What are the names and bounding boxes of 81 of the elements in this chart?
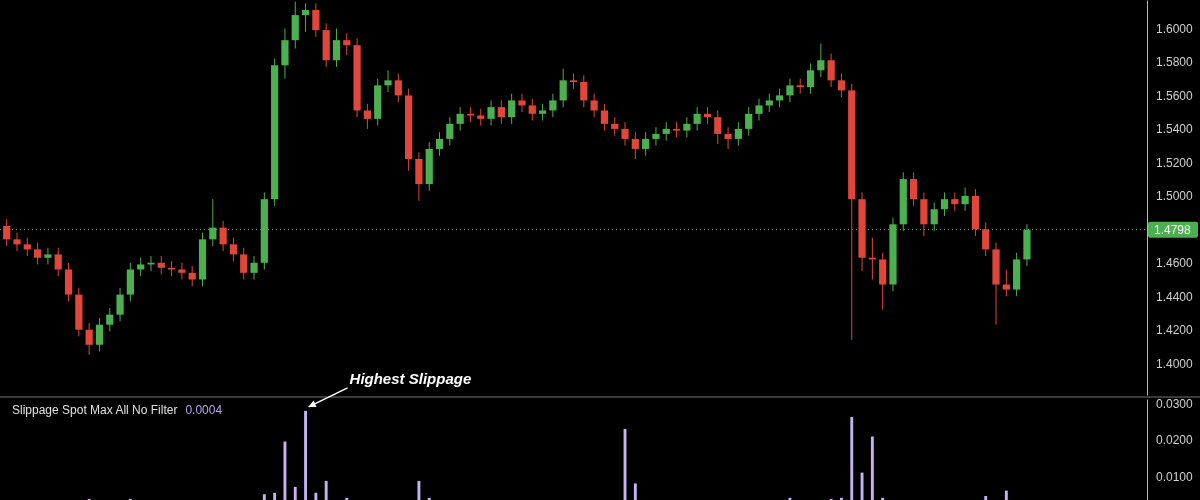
candlestick — [745, 106, 753, 137]
candlestick — [54, 247, 62, 277]
candlestick — [714, 109, 722, 145]
candlestick — [600, 103, 609, 132]
candlestick — [693, 106, 701, 132]
y-tick-label: 1.4600 — [1156, 256, 1194, 271]
candlestick — [508, 93, 516, 125]
candlestick — [724, 126, 732, 150]
candlestick — [734, 121, 742, 147]
candlestick — [528, 98, 536, 122]
y-tick-label: 1.5200 — [1156, 155, 1194, 170]
candlestick — [188, 265, 196, 287]
candlestick — [95, 317, 104, 352]
candlestick — [837, 73, 846, 98]
candlestick — [497, 99, 505, 125]
candlestick — [827, 53, 835, 88]
y-tick-label: 0.0300 — [1156, 397, 1194, 412]
y-tick-label: 1.5800 — [1156, 55, 1194, 70]
candlestick — [363, 103, 371, 130]
candlestick — [961, 186, 969, 212]
candlestick — [776, 88, 784, 108]
y-tick-label: 1.4000 — [1156, 356, 1194, 371]
candlestick — [909, 171, 918, 207]
candlestick — [301, 2, 310, 33]
candlestick — [85, 322, 93, 356]
candlestick — [662, 121, 670, 142]
candlestick — [580, 74, 588, 108]
candlestick — [683, 116, 691, 138]
annotation: Highest Slippage — [349, 369, 472, 387]
ref-line-label: 1.4798 — [1154, 223, 1192, 238]
candlestick — [652, 126, 660, 147]
candlestick — [44, 247, 52, 265]
y-tick-label: 1.5000 — [1156, 189, 1194, 204]
candlestick — [229, 237, 238, 262]
candlestick — [487, 99, 495, 127]
candlestick — [786, 78, 794, 103]
candlestick — [106, 307, 114, 332]
candlestick — [219, 220, 227, 252]
candlestick — [817, 43, 825, 78]
candlestick — [23, 237, 31, 257]
chart-subtitle: 0.0004 — [185, 403, 223, 417]
y-tick-label: 1.4200 — [1156, 323, 1194, 338]
candlestick — [518, 93, 526, 113]
candlestick — [559, 68, 567, 108]
candlestick — [116, 287, 124, 322]
candlestick — [435, 131, 444, 157]
y-tick-label: 0.0100 — [1156, 469, 1194, 484]
candlestick — [312, 2, 320, 38]
candlestick — [250, 255, 258, 281]
y-tick-label: 1.5600 — [1156, 88, 1194, 103]
chart-title: Slippage Spot Max All No Filter — [12, 403, 178, 417]
candlestick — [157, 255, 165, 275]
candlestick — [343, 32, 351, 56]
candlestick — [642, 131, 650, 157]
y-tick-label: 1.6000 — [1156, 21, 1194, 36]
candlestick — [765, 93, 773, 113]
candlestick — [806, 63, 815, 95]
candlestick — [951, 191, 959, 212]
candlestick — [611, 116, 619, 137]
candlestick — [1002, 268, 1010, 297]
candlestick — [13, 232, 21, 252]
candlestick — [631, 131, 639, 160]
candlestick — [34, 242, 42, 265]
y-tick-label: 0.0200 — [1156, 433, 1194, 448]
candlestick — [137, 257, 145, 277]
candlestick — [940, 191, 949, 217]
candlestick — [456, 106, 464, 132]
y-tick-label: 1.5400 — [1156, 122, 1194, 137]
candlestick — [394, 73, 402, 103]
candlestick — [178, 262, 186, 281]
candlestick — [982, 222, 990, 257]
candlestick — [332, 27, 341, 68]
candlestick — [446, 116, 454, 147]
candlestick — [240, 247, 248, 281]
candlestick — [3, 218, 11, 247]
y-tick-label: 1.4400 — [1156, 289, 1194, 304]
candlestick — [549, 93, 557, 118]
candlestick — [384, 69, 392, 93]
candlestick — [590, 93, 598, 118]
candlestick — [755, 98, 763, 122]
candlestick — [621, 121, 629, 147]
